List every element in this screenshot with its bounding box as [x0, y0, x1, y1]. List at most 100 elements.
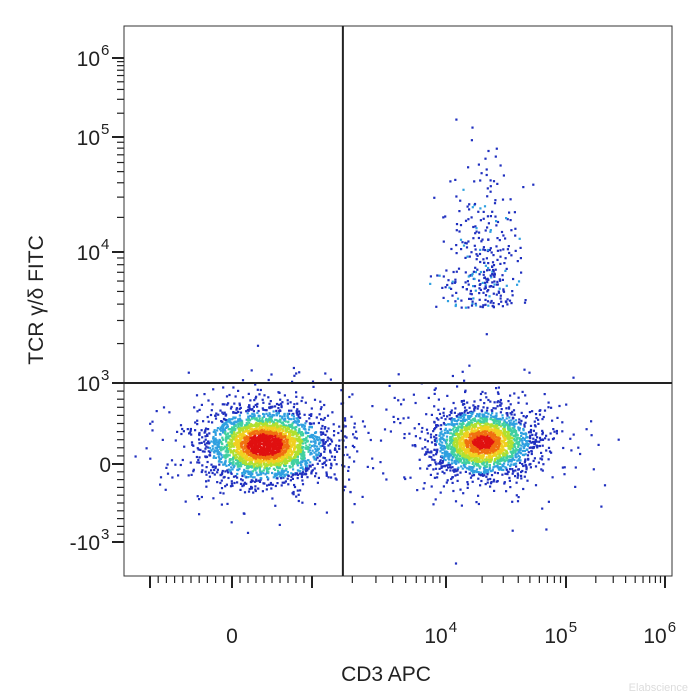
event-dot	[570, 449, 573, 452]
event-dot	[313, 398, 317, 401]
event-dot	[307, 450, 310, 453]
event-dot	[511, 472, 514, 475]
event-dot	[547, 500, 550, 503]
event-dot	[515, 441, 518, 444]
event-dot	[294, 429, 297, 432]
event-dot	[214, 437, 217, 440]
event-dot	[181, 427, 184, 431]
event-dot	[449, 463, 452, 466]
event-dot	[256, 467, 259, 470]
event-dot	[315, 472, 318, 475]
event-dot	[289, 457, 293, 460]
event-dot	[277, 464, 280, 467]
event-dot	[266, 452, 269, 455]
event-dot	[462, 454, 465, 457]
event-dot	[284, 417, 287, 420]
event-dot	[413, 427, 416, 430]
event-dot	[481, 417, 484, 420]
event-dot	[444, 458, 447, 462]
event-dot	[201, 464, 204, 467]
event-dot	[509, 486, 512, 489]
event-dot	[267, 439, 270, 442]
event-dot	[283, 475, 286, 478]
event-dot	[195, 394, 199, 397]
event-dot	[216, 447, 219, 450]
event-dot	[223, 403, 226, 406]
event-dot	[330, 462, 333, 465]
event-dot	[539, 457, 542, 460]
event-dot	[249, 399, 252, 402]
event-dot	[177, 474, 180, 477]
event-dot	[199, 448, 202, 451]
event-dot	[300, 472, 303, 475]
event-dot	[302, 468, 305, 471]
event-dot	[472, 474, 476, 477]
event-dot	[261, 490, 264, 493]
event-dot	[266, 459, 269, 462]
event-dot	[296, 417, 299, 420]
event-dot	[249, 473, 252, 476]
event-dot	[230, 472, 233, 475]
event-dot	[293, 447, 296, 450]
event-dot	[457, 418, 460, 421]
event-dot	[496, 461, 499, 464]
event-dot	[250, 452, 253, 455]
event-dot	[440, 448, 443, 451]
event-dot	[468, 425, 472, 428]
event-dot	[534, 465, 538, 468]
event-dot	[477, 477, 480, 480]
event-dot	[204, 430, 207, 433]
event-dot	[321, 444, 324, 447]
event-dot	[235, 444, 239, 447]
event-dot	[450, 462, 454, 465]
event-dot	[258, 469, 261, 472]
event-dot	[295, 420, 298, 423]
event-dot	[324, 464, 328, 467]
event-dot	[465, 409, 468, 412]
event-dot	[524, 433, 528, 436]
event-dot	[220, 440, 223, 444]
event-dot	[372, 467, 375, 470]
event-dot	[275, 452, 278, 455]
event-dot	[213, 430, 216, 434]
event-dot	[265, 421, 268, 424]
event-dot	[245, 482, 248, 485]
event-dot	[524, 432, 527, 435]
event-dot	[236, 465, 239, 468]
event-dot	[291, 444, 294, 447]
event-dot	[491, 445, 494, 448]
event-dot	[293, 374, 296, 377]
event-dot	[496, 424, 499, 428]
event-dot	[350, 415, 353, 418]
event-dot	[244, 427, 248, 430]
event-dot	[597, 443, 600, 446]
event-dot	[457, 425, 460, 428]
event-dot	[523, 425, 526, 428]
event-dot	[205, 473, 208, 476]
event-dot	[258, 393, 261, 396]
event-dot	[454, 500, 458, 503]
event-dot	[306, 469, 309, 472]
event-dot	[213, 473, 216, 476]
event-dot	[445, 481, 448, 484]
event-dot	[227, 441, 231, 444]
event-dot	[206, 442, 209, 445]
event-dot	[496, 464, 499, 468]
event-dot	[265, 412, 268, 415]
event-dot	[477, 443, 480, 446]
event-dot	[243, 426, 246, 429]
event-dot	[437, 398, 440, 401]
event-dot	[238, 402, 241, 405]
event-dot	[474, 442, 477, 445]
event-dot	[484, 483, 487, 486]
event-dot	[517, 468, 520, 471]
event-dot	[532, 429, 535, 432]
event-dot	[492, 407, 495, 410]
event-dot	[439, 431, 442, 435]
event-dot	[214, 465, 217, 468]
event-dot	[468, 427, 471, 430]
event-dot	[256, 462, 259, 465]
event-dot	[446, 445, 449, 448]
event-dot	[288, 425, 291, 428]
event-dot	[509, 394, 512, 397]
